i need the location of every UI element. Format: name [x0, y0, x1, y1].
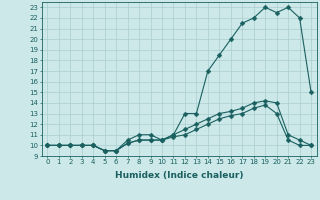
X-axis label: Humidex (Indice chaleur): Humidex (Indice chaleur)	[115, 171, 244, 180]
